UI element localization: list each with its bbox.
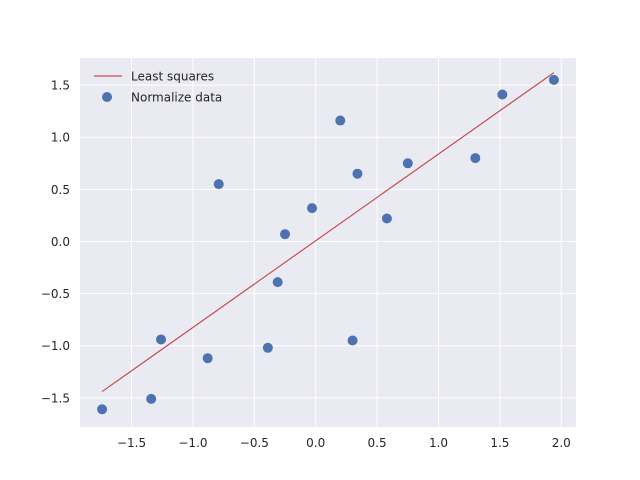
least-squares-line — [101, 72, 555, 393]
y-tick-label: −1.0 — [41, 339, 70, 353]
data-point — [146, 393, 157, 404]
y-tick-label: −0.5 — [41, 287, 70, 301]
x-tick-label: −1.5 — [117, 436, 146, 450]
legend-line-label: Least squares — [131, 70, 214, 84]
data-point — [347, 335, 358, 346]
data-point — [307, 203, 318, 214]
x-axis-ticks: −1.5 −1.0 −0.5 0.0 0.5 1.0 1.5 2.0 — [117, 436, 571, 450]
data-point — [202, 353, 213, 364]
y-tick-label: −1.5 — [41, 391, 70, 405]
y-tick-label: 0.5 — [51, 183, 70, 197]
x-tick-label: 1.0 — [429, 436, 448, 450]
data-point — [156, 334, 167, 345]
data-point — [402, 158, 413, 169]
y-tick-label: 0.0 — [51, 235, 70, 249]
y-axis-ticks: −1.5 −1.0 −0.5 0.0 0.5 1.0 1.5 — [41, 79, 70, 406]
x-tick-label: 1.5 — [490, 436, 509, 450]
y-tick-label: 1.0 — [51, 131, 70, 145]
x-tick-label: 0.0 — [306, 436, 325, 450]
data-point — [352, 168, 363, 179]
data-point — [335, 115, 346, 126]
data-point — [280, 229, 291, 240]
data-point — [548, 74, 559, 85]
x-tick-label: −0.5 — [240, 436, 269, 450]
data-point — [97, 404, 108, 415]
data-point — [381, 213, 392, 224]
data-point — [262, 342, 273, 353]
data-point — [272, 277, 283, 288]
legend: Least squares Normalize data — [94, 70, 222, 105]
plot-area — [80, 58, 576, 427]
least-squares-segment — [101, 72, 555, 393]
y-tick-label: 1.5 — [51, 79, 70, 93]
x-tick-label: 2.0 — [552, 436, 571, 450]
data-point — [470, 153, 481, 164]
data-points — [97, 74, 559, 415]
x-tick-label: 0.5 — [368, 436, 387, 450]
legend-point-label: Normalize data — [131, 91, 222, 105]
grid — [80, 58, 576, 427]
x-tick-label: −1.0 — [178, 436, 207, 450]
legend-point-swatch — [102, 92, 112, 102]
data-point — [213, 179, 224, 190]
data-point — [497, 89, 508, 100]
